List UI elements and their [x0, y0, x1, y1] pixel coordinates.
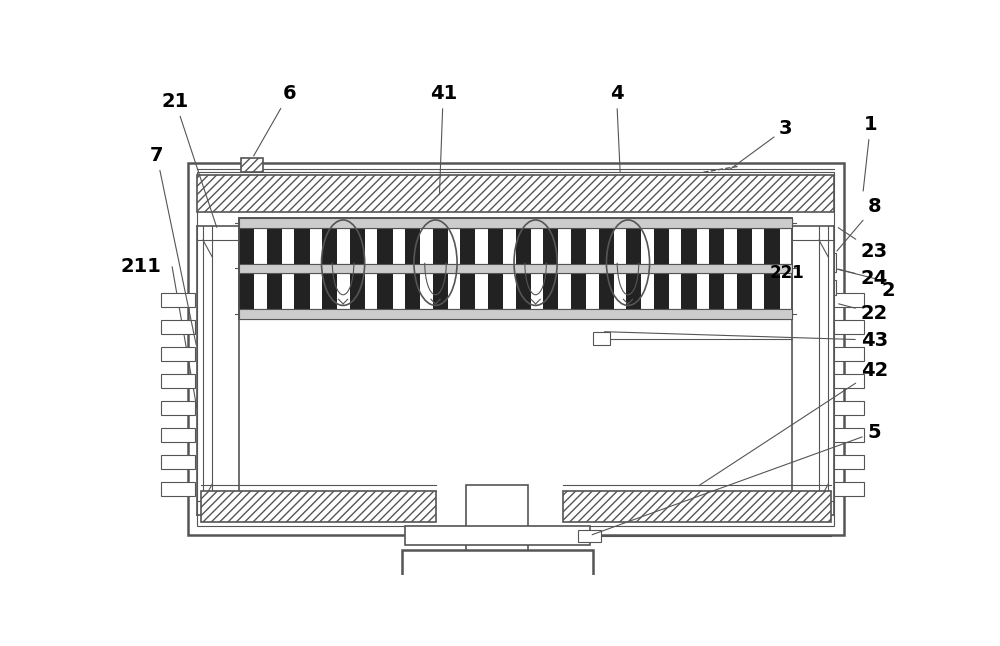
Text: 7: 7	[150, 146, 196, 345]
Bar	[834, 428, 864, 442]
Bar	[239, 218, 792, 227]
Bar	[709, 227, 724, 309]
Bar	[402, 550, 593, 604]
Bar	[488, 227, 503, 309]
Text: 211: 211	[121, 258, 162, 276]
Bar	[239, 264, 792, 273]
Bar	[322, 227, 337, 309]
Bar	[161, 455, 195, 469]
Text: 41: 41	[430, 84, 457, 194]
Text: 1: 1	[863, 115, 877, 191]
Bar	[834, 253, 836, 273]
Bar	[681, 227, 697, 309]
Bar	[241, 158, 263, 172]
Bar	[239, 218, 792, 318]
Bar	[377, 227, 393, 309]
Bar	[350, 227, 365, 309]
Bar	[834, 320, 864, 334]
Bar	[834, 374, 864, 388]
Bar	[161, 428, 195, 442]
Bar	[239, 309, 792, 318]
Bar	[161, 293, 195, 307]
Bar	[737, 227, 752, 309]
Text: 3: 3	[730, 119, 793, 169]
Bar	[239, 264, 792, 273]
Bar	[188, 163, 844, 535]
Bar	[834, 293, 864, 307]
Bar	[834, 280, 836, 295]
Text: 9: 9	[0, 645, 1, 646]
Text: 6: 6	[254, 84, 296, 156]
Bar	[161, 347, 195, 361]
Bar	[834, 455, 864, 469]
Bar	[516, 227, 531, 309]
Text: 23: 23	[838, 227, 888, 261]
Bar	[161, 482, 195, 495]
Bar	[543, 227, 558, 309]
Bar	[466, 485, 528, 556]
Text: 21: 21	[162, 92, 217, 227]
Text: 4: 4	[610, 84, 623, 172]
Bar	[267, 227, 282, 309]
Bar	[405, 227, 420, 309]
Bar	[405, 526, 590, 545]
Text: 24: 24	[839, 269, 888, 288]
Bar	[239, 218, 792, 227]
Text: 5: 5	[592, 423, 881, 535]
Bar	[239, 309, 792, 318]
Bar	[563, 491, 831, 522]
Text: 43: 43	[605, 331, 888, 349]
Bar	[239, 227, 254, 309]
Bar	[239, 218, 792, 318]
Bar	[161, 320, 195, 334]
Bar	[571, 227, 586, 309]
Text: 8: 8	[837, 198, 881, 251]
Bar	[834, 482, 864, 495]
Bar	[764, 227, 780, 309]
Bar	[834, 347, 864, 361]
Text: 221: 221	[770, 264, 805, 282]
Bar	[593, 331, 610, 346]
Bar	[201, 491, 436, 522]
Bar	[626, 227, 641, 309]
Bar	[578, 530, 601, 542]
Text: 42: 42	[699, 361, 888, 486]
Bar	[433, 227, 448, 309]
Bar	[197, 175, 834, 213]
Bar	[460, 227, 475, 309]
Bar	[294, 227, 310, 309]
Text: 2: 2	[881, 280, 895, 300]
Bar	[197, 172, 834, 526]
Text: 22: 22	[839, 304, 888, 322]
Bar	[599, 227, 614, 309]
Bar	[834, 401, 864, 415]
Bar	[654, 227, 669, 309]
Bar	[161, 374, 195, 388]
Bar	[161, 401, 195, 415]
